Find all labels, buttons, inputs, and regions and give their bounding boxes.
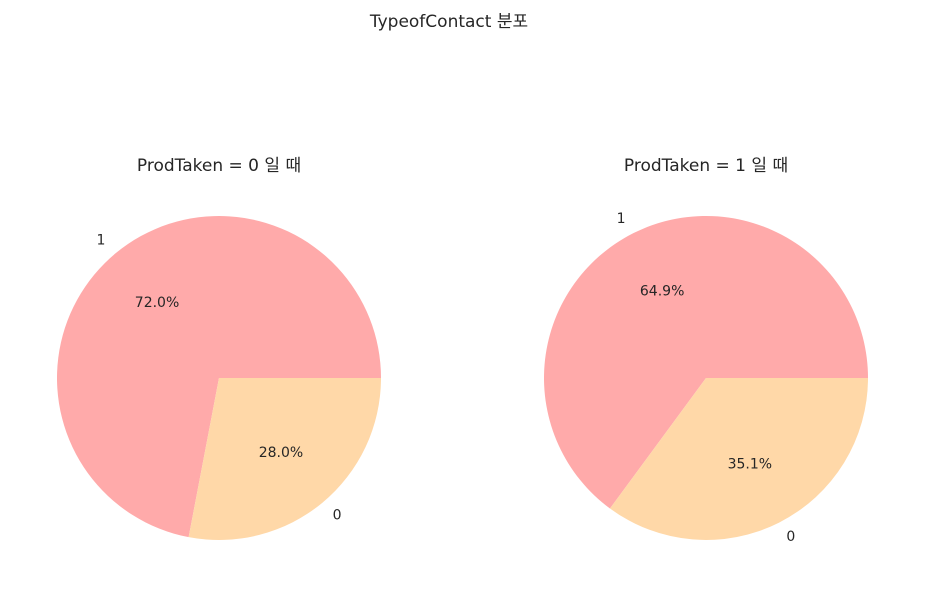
pie-chart-prodtaken-0: ProdTaken = 0 일 때 1 72.0% 0 28.0% — [57, 156, 381, 541]
pie-slice-0 — [188, 378, 381, 541]
slice-label-1: 1 — [96, 233, 105, 249]
pie-title-prodtaken-0: ProdTaken = 0 일 때 — [137, 156, 301, 176]
slice-label-0: 0 — [786, 529, 795, 545]
pie-chart-prodtaken-1: ProdTaken = 1 일 때 1 64.9% 0 35.1% — [544, 156, 868, 545]
pie-slice-0 — [609, 378, 868, 540]
pie-slice-1 — [544, 215, 868, 509]
slice-label-0: 0 — [333, 507, 342, 523]
slice-percent-label-1: 72.0% — [135, 295, 179, 311]
slice-percent-label-0: 28.0% — [259, 445, 303, 461]
pie-title-prodtaken-1: ProdTaken = 1 일 때 — [624, 156, 788, 176]
slice-percent-label-0: 35.1% — [728, 457, 772, 473]
slice-percent-label-1: 64.9% — [640, 283, 684, 299]
slice-label-1: 1 — [617, 211, 626, 227]
figure-suptitle: TypeofContact 분포 — [369, 12, 528, 32]
pie-slice-1 — [57, 216, 381, 538]
